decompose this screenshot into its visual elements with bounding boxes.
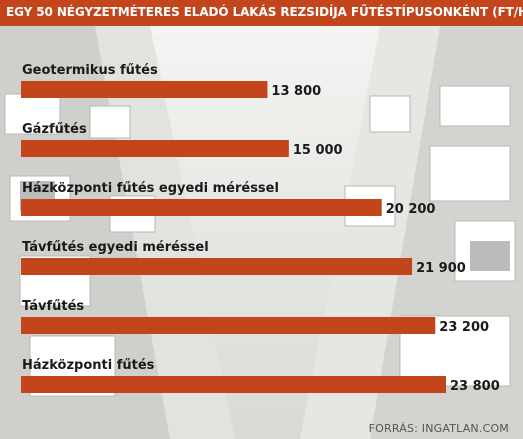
value-label: 13 800 [271, 84, 321, 99]
value-label: 20 200 [386, 202, 436, 217]
category-label: Távfűtés [22, 299, 84, 314]
value-label: 21 900 [416, 261, 466, 276]
value-label: 15 000 [293, 143, 343, 158]
bar [21, 376, 446, 393]
bar [21, 258, 413, 275]
chart-title: EGY 50 NÉGYZETMÉTERES ELADÓ LAKÁS REZSID… [6, 5, 523, 19]
category-label: Távfűtés egyedi méréssel [22, 240, 209, 255]
category-label: Házközponti fűtés [22, 358, 155, 373]
title-bar: EGY 50 NÉGYZETMÉTERES ELADÓ LAKÁS REZSID… [0, 0, 523, 26]
category-label: Gázfűtés [22, 122, 87, 137]
bar [21, 317, 436, 334]
value-label: 23 800 [450, 379, 500, 394]
value-label: 23 200 [439, 320, 489, 335]
source-note: FORRÁS: INGATLAN.COM [368, 422, 509, 435]
category-label: Házközponti fűtés egyedi méréssel [22, 181, 279, 196]
category-label: Geotermikus fűtés [22, 63, 158, 78]
bar [21, 140, 289, 157]
bar [21, 199, 382, 216]
bar [21, 81, 268, 98]
